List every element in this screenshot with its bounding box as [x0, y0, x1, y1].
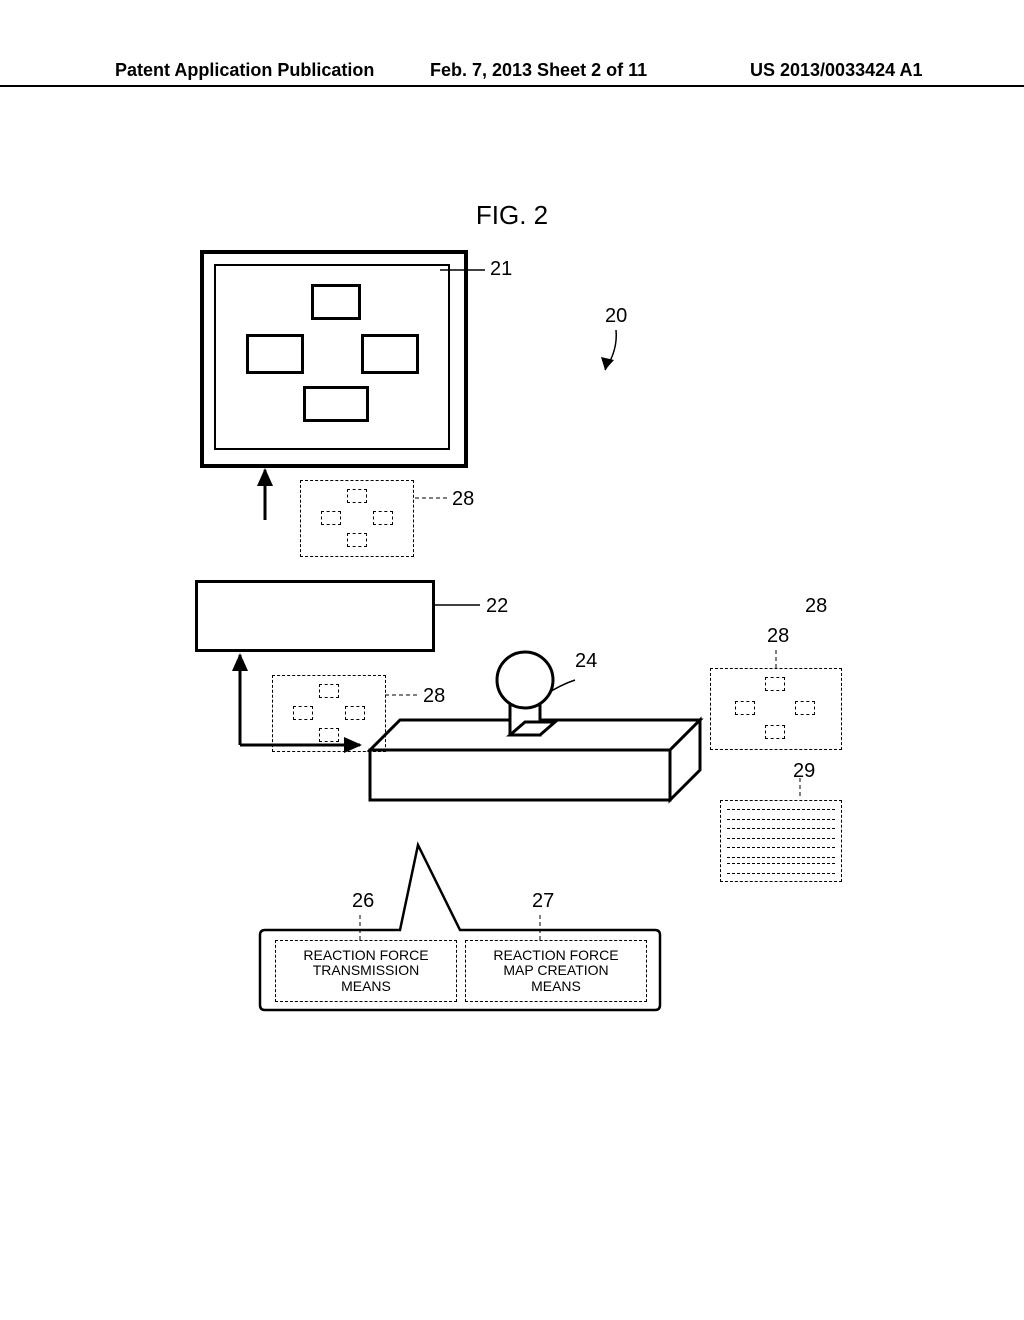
dsq	[347, 533, 367, 547]
box-26: REACTION FORCE TRANSMISSION MEANS	[275, 940, 457, 1002]
dsq	[293, 706, 313, 720]
hbar	[727, 863, 835, 874]
label-24: 24	[575, 650, 597, 673]
b26-l2: TRANSMISSION	[276, 963, 456, 978]
label-21: 21	[490, 258, 512, 281]
label-28c: 28	[767, 625, 789, 648]
dsq	[765, 677, 785, 691]
box-27: REACTION FORCE MAP CREATION MEANS	[465, 940, 647, 1002]
dsq	[373, 511, 393, 525]
b26-l3: MEANS	[276, 979, 456, 994]
dsq	[795, 701, 815, 715]
monitor-sq-bottom	[303, 386, 369, 422]
label-27: 27	[532, 890, 554, 913]
dashed-box-28a	[300, 480, 414, 557]
label-28b: 28	[423, 685, 445, 708]
hbar	[727, 847, 835, 858]
diagram-svg	[0, 0, 1024, 1320]
header-center: Feb. 7, 2013 Sheet 2 of 11	[430, 60, 647, 81]
label-26: 26	[352, 890, 374, 913]
label-28a: 28	[452, 488, 474, 511]
header-rule	[0, 85, 1024, 87]
dashed-box-28c	[710, 668, 842, 750]
figure-title: FIG. 2	[0, 200, 1024, 231]
dashed-box-28b	[272, 675, 386, 752]
dsq	[319, 684, 339, 698]
dsq	[347, 489, 367, 503]
hbar	[727, 809, 835, 820]
dsq	[765, 725, 785, 739]
box-29	[720, 800, 842, 882]
label-22: 22	[486, 595, 508, 618]
b27-l3: MEANS	[466, 979, 646, 994]
label-29: 29	[793, 760, 815, 783]
dsq	[321, 511, 341, 525]
monitor-sq-left	[246, 334, 304, 374]
monitor-outer	[200, 250, 468, 468]
monitor-inner	[214, 264, 450, 450]
monitor-sq-right	[361, 334, 419, 374]
b26-l1: REACTION FORCE	[276, 948, 456, 963]
header-left: Patent Application Publication	[115, 60, 374, 81]
label-20: 20	[605, 305, 627, 328]
label-28right-num: 28	[805, 595, 827, 618]
dsq	[735, 701, 755, 715]
box-22	[195, 580, 435, 652]
hbar	[727, 828, 835, 839]
b27-l2: MAP CREATION	[466, 963, 646, 978]
monitor-sq-top	[311, 284, 361, 320]
dsq	[319, 728, 339, 742]
dsq	[345, 706, 365, 720]
header-right: US 2013/0033424 A1	[750, 60, 922, 81]
b27-l1: REACTION FORCE	[466, 948, 646, 963]
